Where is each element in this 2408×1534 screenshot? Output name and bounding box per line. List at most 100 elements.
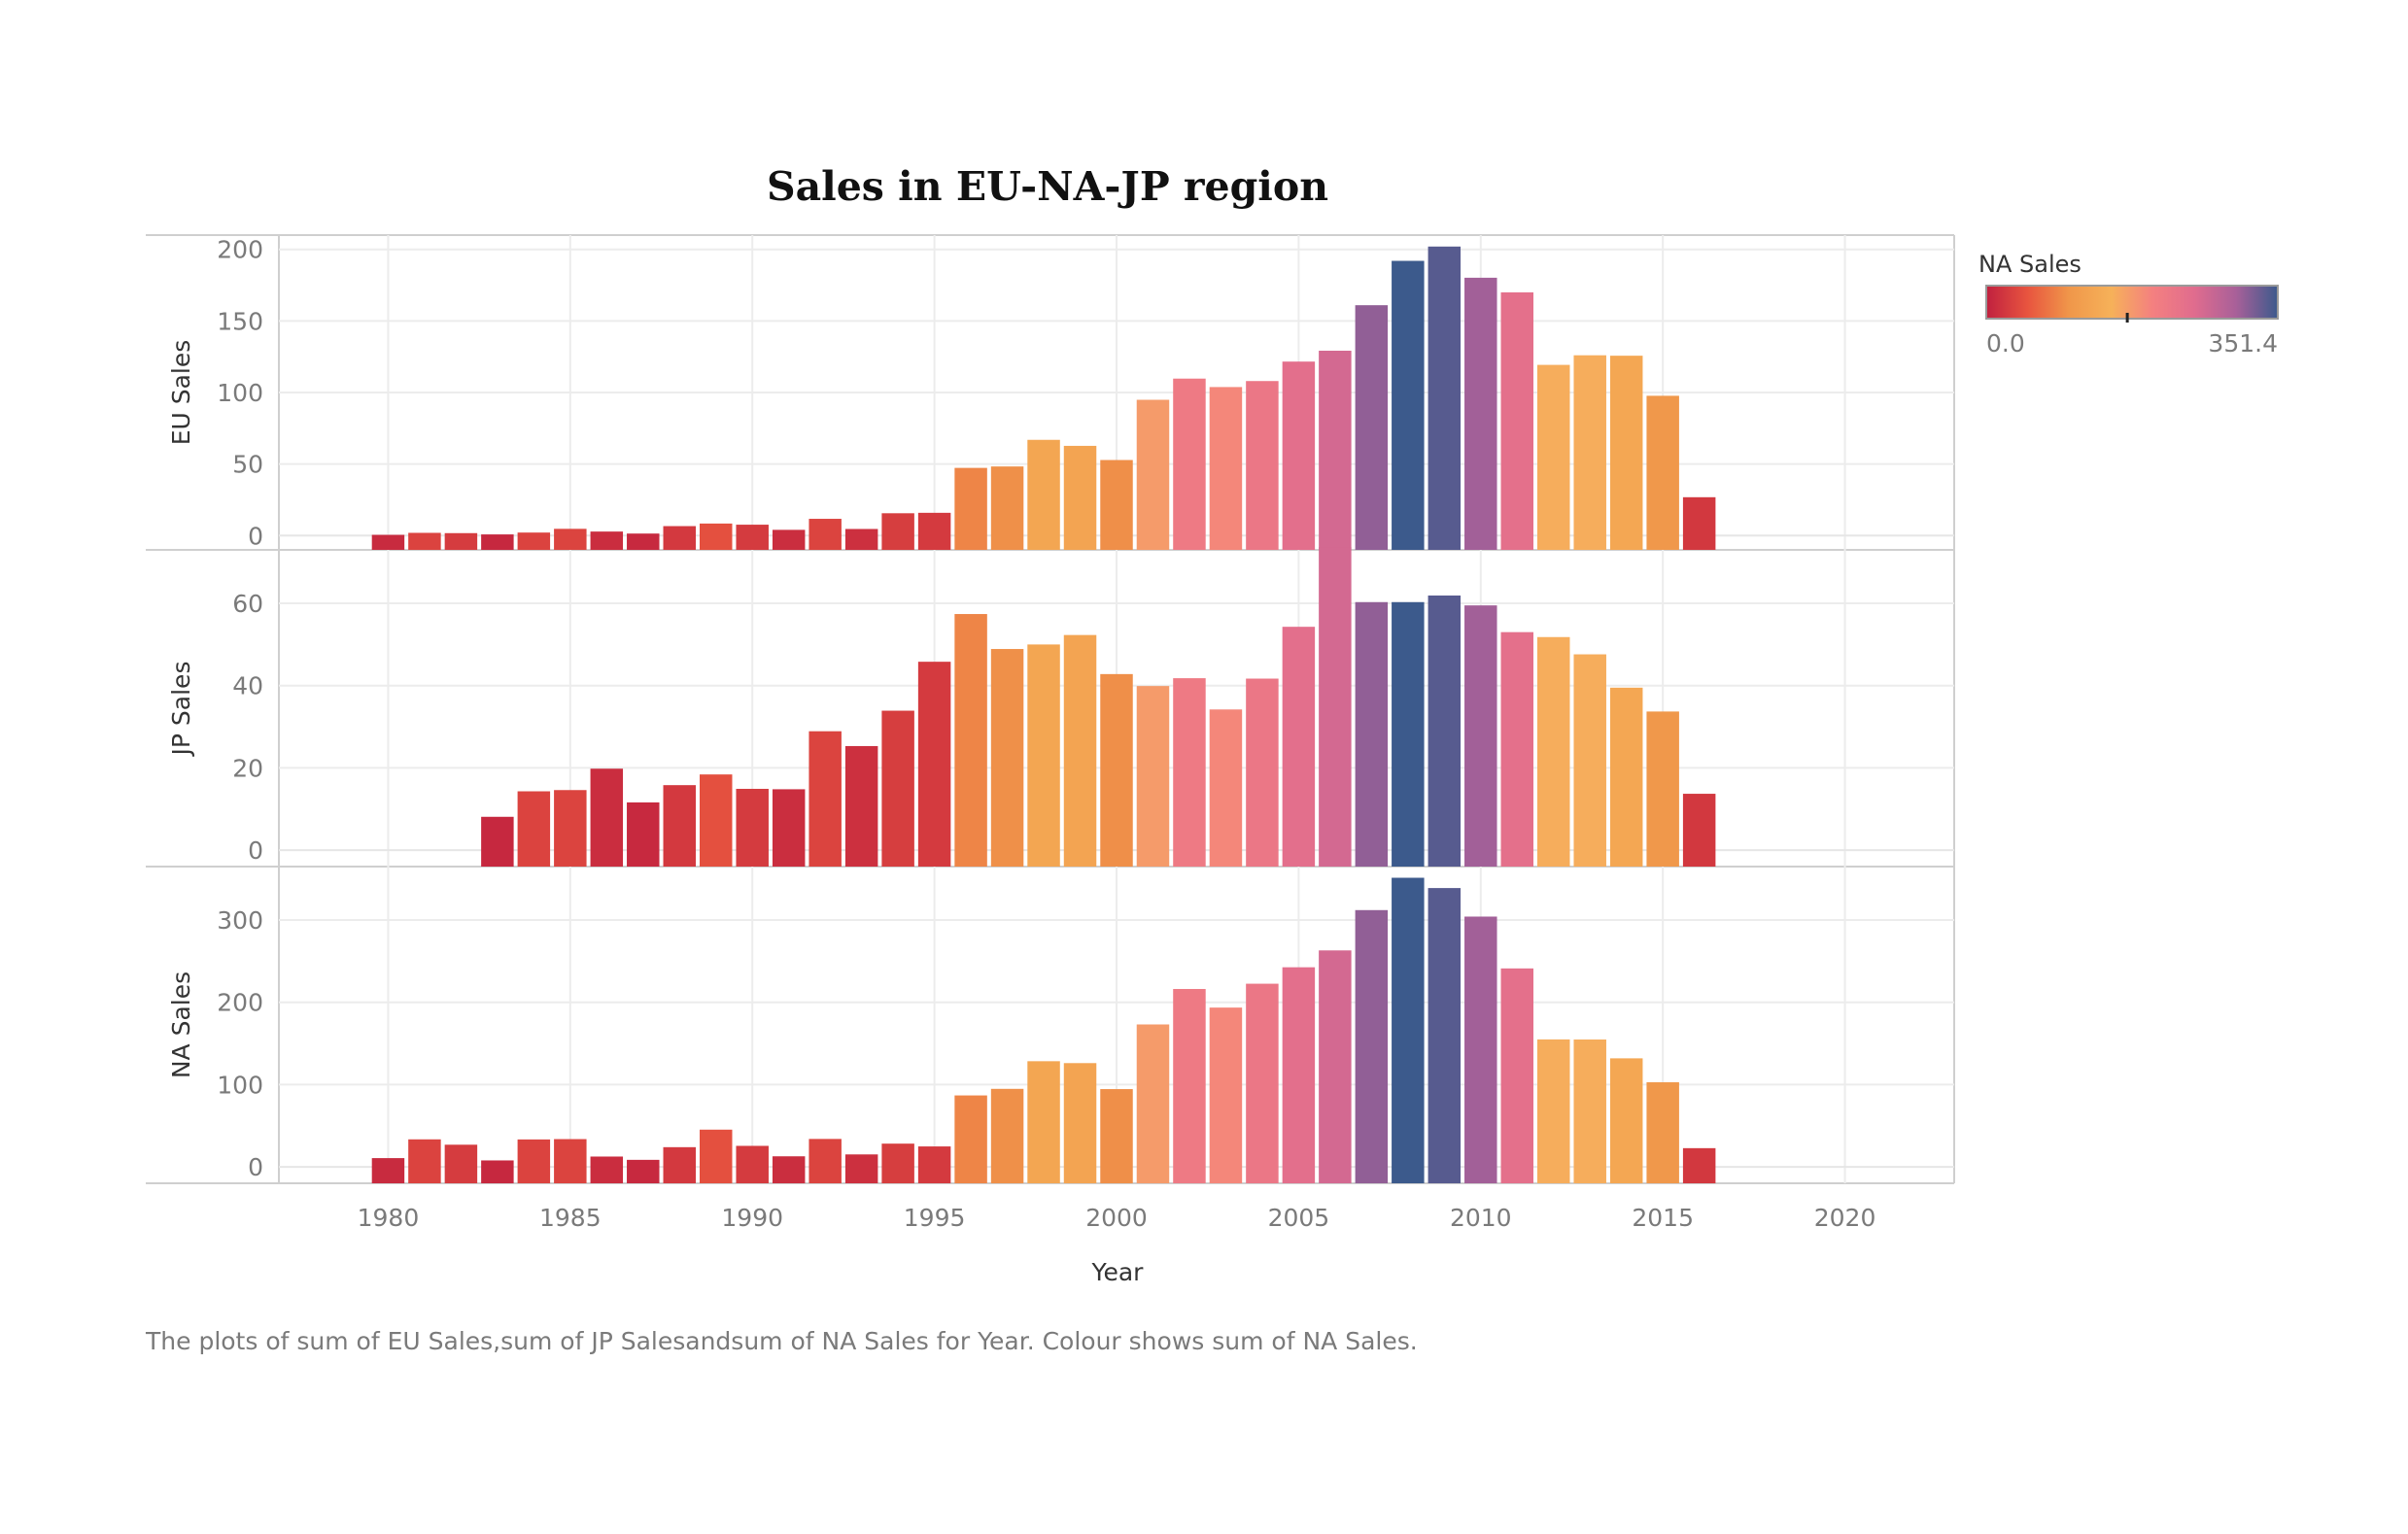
bar-jp-sales-1989 — [700, 774, 733, 867]
bar-jp-sales-1993 — [844, 745, 878, 867]
bar-na-sales-1991 — [772, 1156, 806, 1183]
bar-jp-sales-2007 — [1355, 601, 1389, 867]
bar-na-sales-1981 — [408, 1139, 441, 1183]
panel-na-sales: 0 100 200 300 NA Sales — [167, 867, 1954, 1183]
y-tick-label: 200 — [217, 989, 263, 1017]
panels: 0 50 100 150 200 EU Sales 0 20 40 60 JP Sales 0 100 2… — [167, 235, 1954, 1183]
bar-jp-sales-2013 — [1573, 654, 1606, 867]
y-tick-label: 60 — [232, 590, 263, 618]
bar-na-sales-1983 — [481, 1160, 514, 1183]
legend-max-label: 351.4 — [2208, 329, 2278, 358]
legend-min-label: 0.0 — [1986, 329, 2025, 358]
x-tick-label: 1990 — [721, 1204, 783, 1232]
y-tick-label: 50 — [232, 451, 263, 479]
bar-eu-sales-1997 — [990, 466, 1024, 550]
y-tick-label: 150 — [217, 307, 263, 335]
bar-eu-sales-1996 — [954, 467, 987, 550]
bar-na-sales-2009 — [1428, 888, 1462, 1183]
bar-eu-sales-1995 — [917, 512, 951, 550]
bar-jp-sales-2010 — [1464, 605, 1497, 867]
bar-eu-sales-2014 — [1609, 356, 1643, 550]
x-tick-label: 1980 — [358, 1204, 420, 1232]
bar-na-sales-1986 — [590, 1156, 624, 1183]
y-tick-label: 40 — [232, 672, 263, 700]
bar-jp-sales-2012 — [1537, 636, 1570, 867]
bar-eu-sales-2015 — [1646, 395, 1679, 550]
bar-eu-sales-2013 — [1573, 355, 1606, 550]
bar-na-sales-2015 — [1646, 1082, 1679, 1183]
x-tick-label: 2020 — [1814, 1204, 1876, 1232]
x-tick-label: 2000 — [1085, 1204, 1148, 1232]
bar-eu-sales-1993 — [844, 528, 878, 550]
bar-eu-sales-2010 — [1464, 277, 1497, 550]
bar-jp-sales-1997 — [990, 649, 1024, 867]
y-axis-title: NA Sales — [167, 972, 195, 1078]
y-tick-label: 0 — [248, 1153, 263, 1181]
legend-color-ramp — [1985, 285, 2279, 320]
x-tick-label: 1985 — [539, 1204, 602, 1232]
bar-jp-sales-1985 — [554, 790, 587, 867]
bar-jp-sales-1999 — [1063, 634, 1097, 867]
bar-eu-sales-1981 — [408, 532, 441, 550]
bar-na-sales-1990 — [736, 1145, 769, 1183]
bar-eu-sales-2016 — [1682, 496, 1716, 550]
bar-na-sales-2012 — [1537, 1039, 1570, 1183]
bar-eu-sales-2011 — [1500, 291, 1533, 550]
y-axis-title: JP Sales — [167, 662, 195, 758]
bar-jp-sales-2001 — [1136, 686, 1170, 867]
bar-jp-sales-1990 — [736, 788, 769, 867]
bar-jp-sales-2004 — [1246, 678, 1279, 867]
bar-na-sales-1998 — [1027, 1061, 1060, 1183]
x-axis-title: Year — [1091, 1258, 1145, 1286]
bar-na-sales-1996 — [954, 1095, 987, 1183]
bar-eu-sales-2003 — [1209, 387, 1243, 550]
bar-jp-sales-1984 — [517, 791, 551, 867]
bar-na-sales-2014 — [1609, 1058, 1643, 1183]
bar-jp-sales-2008 — [1392, 601, 1425, 867]
bar-jp-sales-1991 — [772, 789, 806, 867]
bar-na-sales-2016 — [1682, 1147, 1716, 1183]
bar-na-sales-2006 — [1319, 950, 1352, 1183]
bar-jp-sales-1994 — [881, 710, 914, 867]
bar-eu-sales-1980 — [371, 534, 405, 550]
bar-eu-sales-2005 — [1282, 361, 1316, 550]
bar-na-sales-2008 — [1392, 877, 1425, 1183]
x-tick-label: 2015 — [1632, 1204, 1694, 1232]
bar-na-sales-1982 — [444, 1144, 478, 1183]
bar-na-sales-1993 — [844, 1154, 878, 1183]
bar-eu-sales-2012 — [1537, 364, 1570, 550]
bar-jp-sales-2002 — [1173, 678, 1206, 867]
bar-na-sales-1995 — [917, 1146, 951, 1183]
bar-jp-sales-1986 — [590, 768, 624, 867]
x-tick-label: 1995 — [904, 1204, 966, 1232]
bar-na-sales-2004 — [1246, 983, 1279, 1183]
x-tick-label: 2005 — [1268, 1204, 1330, 1232]
bar-jp-sales-1996 — [954, 614, 987, 867]
legend-title: NA Sales — [1978, 251, 2081, 278]
bar-eu-sales-1992 — [808, 519, 842, 550]
bar-eu-sales-1990 — [736, 525, 769, 550]
bar-na-sales-1988 — [663, 1146, 696, 1183]
bar-jp-sales-1983 — [481, 816, 514, 867]
bar-eu-sales-1982 — [444, 532, 478, 550]
y-axis-title: EU Sales — [167, 340, 195, 446]
bar-eu-sales-1988 — [663, 526, 696, 550]
bar-na-sales-2002 — [1173, 988, 1206, 1183]
bar-na-sales-1999 — [1063, 1063, 1097, 1183]
bar-eu-sales-2002 — [1173, 378, 1206, 550]
bar-jp-sales-2011 — [1500, 631, 1533, 867]
panel-jp-sales: 0 20 40 60 JP Sales — [167, 547, 1954, 867]
bar-na-sales-1984 — [517, 1139, 551, 1183]
panel-eu-sales: 0 50 100 150 200 EU Sales — [167, 235, 1954, 550]
y-tick-label: 0 — [248, 836, 263, 865]
bar-jp-sales-2009 — [1428, 595, 1462, 867]
bar-eu-sales-1998 — [1027, 439, 1060, 550]
y-tick-label: 100 — [217, 1071, 263, 1099]
bar-na-sales-2013 — [1573, 1039, 1606, 1183]
bar-na-sales-2000 — [1100, 1089, 1133, 1183]
bar-jp-sales-1992 — [808, 731, 842, 867]
bar-jp-sales-2005 — [1282, 627, 1316, 867]
bar-jp-sales-2000 — [1100, 673, 1133, 867]
bar-jp-sales-1987 — [627, 801, 660, 867]
